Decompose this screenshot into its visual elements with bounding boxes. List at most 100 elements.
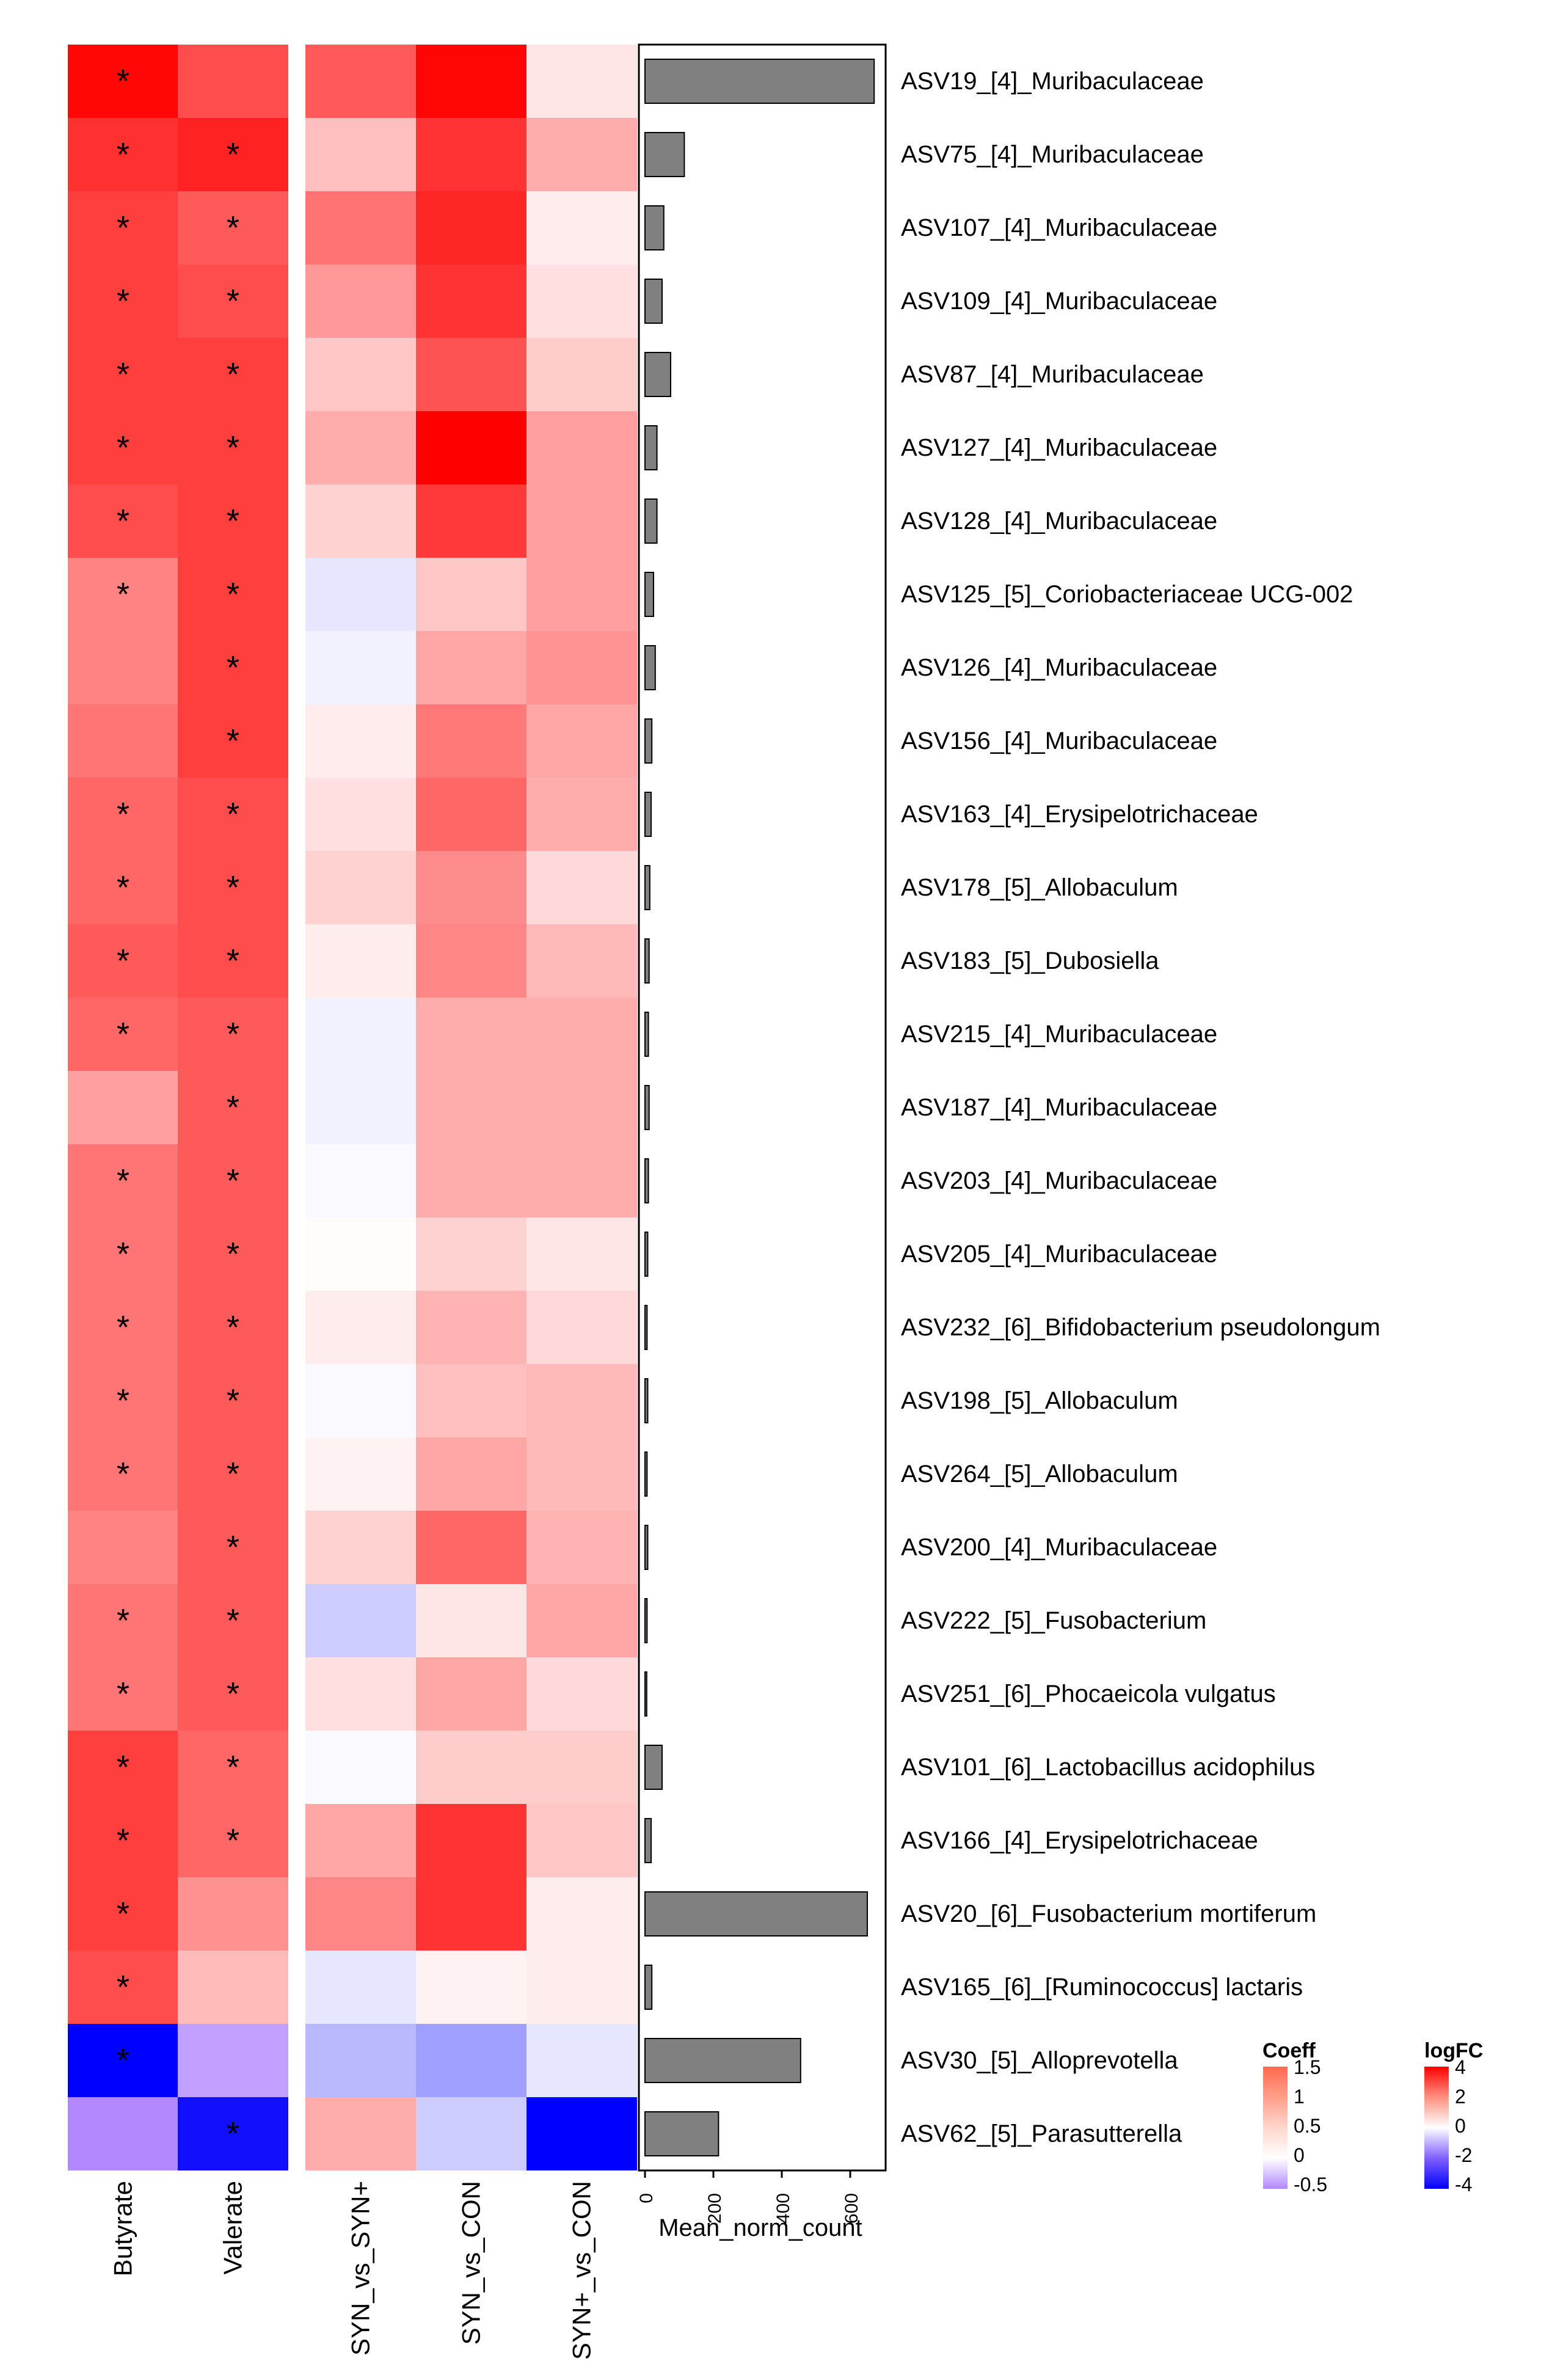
mean-count-bar xyxy=(644,1525,649,1570)
logfc-cell xyxy=(526,1144,637,1217)
logfc-cell xyxy=(526,1217,637,1291)
logfc-legend-labels: 4 2 0 -2 -4 xyxy=(1455,2056,1472,2196)
mean-count-bar xyxy=(644,59,875,104)
mean-count-bar xyxy=(644,1891,868,1936)
coeff-cell xyxy=(68,1804,178,1877)
logfc-legend: logFC 4 2 0 -2 -4 xyxy=(1424,2039,1483,2196)
row-label: ASV205_[4]_Muribaculaceae xyxy=(901,1241,1217,1268)
logfc-cell xyxy=(416,191,526,265)
row-label: ASV232_[6]_Bifidobacterium pseudolongum xyxy=(901,1314,1380,1341)
significance-star: * xyxy=(117,283,129,319)
significance-star: * xyxy=(227,429,239,466)
significance-star: * xyxy=(227,1382,239,1419)
significance-star: * xyxy=(227,723,239,759)
logfc-cell xyxy=(526,1071,637,1144)
coeff-cell xyxy=(178,1584,288,1657)
logfc-cell xyxy=(416,1071,526,1144)
coeff-cell xyxy=(178,1437,288,1511)
coeff-legend-label: -0.5 xyxy=(1294,2174,1327,2196)
significance-star: * xyxy=(117,503,129,539)
logfc-cell xyxy=(416,1437,526,1511)
coeff-legend-label: 0.5 xyxy=(1294,2115,1321,2137)
logfc-cell xyxy=(416,45,526,118)
column-label: Butyrate xyxy=(109,2181,137,2276)
logfc-cell xyxy=(305,1437,416,1511)
logfc-cell xyxy=(416,1291,526,1364)
significance-star: * xyxy=(227,576,239,613)
row-label: ASV251_[6]_Phocaeicola vulgatus xyxy=(901,1681,1276,1707)
logfc-cell xyxy=(526,1291,637,1364)
significance-star: * xyxy=(117,1969,129,2006)
mean-count-bar xyxy=(644,1598,648,1643)
row-label: ASV19_[4]_Muribaculaceae xyxy=(901,68,1204,95)
row-label: ASV126_[4]_Muribaculaceae xyxy=(901,654,1217,681)
coeff-cell xyxy=(178,1364,288,1437)
logfc-cell xyxy=(305,558,416,631)
logfc-cell xyxy=(305,191,416,265)
column-label: SYN_vs_CON xyxy=(457,2181,486,2345)
coeff-cell xyxy=(178,1511,288,1584)
logfc-cell xyxy=(305,631,416,704)
coeff-cell xyxy=(178,778,288,851)
coeff-cell xyxy=(68,2024,178,2097)
significance-star: * xyxy=(117,1163,129,1199)
significance-star: * xyxy=(227,943,239,979)
coeff-cell xyxy=(178,2097,288,2170)
logfc-cell xyxy=(416,338,526,411)
mean-count-bar xyxy=(644,1085,650,1130)
significance-star: * xyxy=(227,2115,239,2152)
logfc-cell xyxy=(526,558,637,631)
significance-star: * xyxy=(227,1822,239,1859)
significance-star: * xyxy=(227,210,239,246)
logfc-cell xyxy=(416,1511,526,1584)
mean-count-bar xyxy=(644,205,665,250)
row-label: ASV203_[4]_Muribaculaceae xyxy=(901,1167,1217,1194)
coeff-cell xyxy=(178,118,288,191)
significance-star: * xyxy=(117,1896,129,1932)
coeff-cell xyxy=(68,558,178,631)
row-label: ASV264_[5]_Allobaculum xyxy=(901,1461,1178,1488)
row-label: ASV101_[6]_Lactobacillus acidophilus xyxy=(901,1754,1315,1781)
significance-star: * xyxy=(227,1676,239,1712)
mean-count-bars xyxy=(644,59,875,2156)
coeff-cell xyxy=(178,2024,288,2097)
logfc-cell xyxy=(416,778,526,851)
logfc-cell xyxy=(416,704,526,778)
significance-star: * xyxy=(227,356,239,393)
coeff-cell xyxy=(68,118,178,191)
coeff-cell xyxy=(68,1291,178,1364)
significance-star: * xyxy=(117,1602,129,1639)
coeff-cell xyxy=(68,1731,178,1804)
logfc-cell xyxy=(526,2097,637,2170)
row-label: ASV156_[4]_Muribaculaceae xyxy=(901,728,1217,754)
logfc-cell xyxy=(526,1804,637,1877)
significance-star: * xyxy=(117,796,129,833)
row-label: ASV200_[4]_Muribaculaceae xyxy=(901,1534,1217,1561)
coeff-cell xyxy=(178,1291,288,1364)
logfc-cell xyxy=(526,1657,637,1731)
row-label: ASV222_[5]_Fusobacterium xyxy=(901,1607,1206,1634)
significance-star: * xyxy=(227,136,239,173)
significance-star: * xyxy=(227,649,239,686)
logfc-cell xyxy=(305,2024,416,2097)
significance-star: * xyxy=(227,1236,239,1272)
logfc-cell xyxy=(416,265,526,338)
logfc-cell xyxy=(416,1144,526,1217)
logfc-cell xyxy=(526,1584,637,1657)
coeff-cell xyxy=(68,484,178,558)
logfc-cell xyxy=(416,1217,526,1291)
logfc-cell xyxy=(526,265,637,338)
coeff-cell xyxy=(178,631,288,704)
row-label: ASV87_[4]_Muribaculaceae xyxy=(901,361,1204,388)
logfc-cell xyxy=(526,411,637,484)
logfc-cell xyxy=(305,45,416,118)
row-label: ASV109_[4]_Muribaculaceae xyxy=(901,288,1217,315)
column-label: SYN_vs_SYN+ xyxy=(346,2181,375,2356)
row-label: ASV127_[4]_Muribaculaceae xyxy=(901,434,1217,461)
logfc-cell xyxy=(305,265,416,338)
coeff-cell xyxy=(68,1877,178,1951)
column-label: SYN+_vs_CON xyxy=(567,2181,596,2360)
bar-x-axis: 0 200 400 600 xyxy=(636,2170,862,2224)
row-label: ASV125_[5]_Coriobacteriaceae UCG-002 xyxy=(901,581,1353,608)
